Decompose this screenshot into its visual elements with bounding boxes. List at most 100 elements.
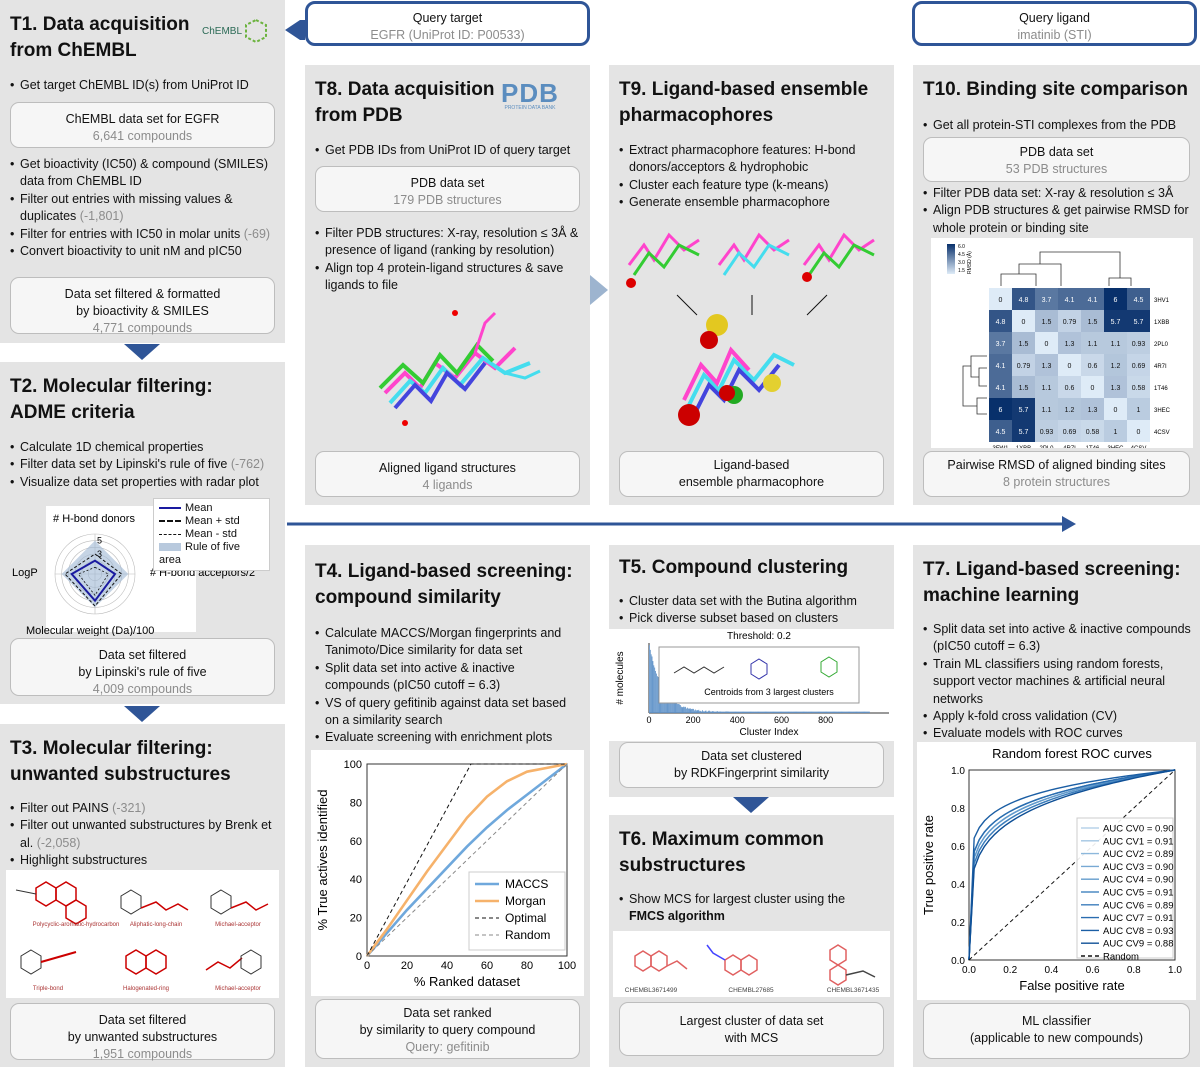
cluster-bar-564	[774, 712, 775, 713]
heat-val-2-5: 1.1	[1111, 341, 1121, 348]
t3-molecules-svg: Polycyclic-aromatic-hydrocarbon Aliphati…	[6, 870, 279, 998]
t2-bullet-1: Filter data set by Lipinski's rule of fi…	[10, 456, 277, 473]
t4-bullets: Calculate MACCS/Morgan fingerprints and …	[315, 625, 582, 747]
roc-legend-label-6: AUC CV6 = 0.89	[1103, 900, 1174, 911]
t3-filtered-box: Data set filtered by unwanted substructu…	[10, 1003, 275, 1060]
cluster-bar-144	[681, 707, 682, 713]
t7-title-line1: T7. Ligand-based screening:	[923, 557, 1181, 583]
cluster-bar-736	[812, 712, 813, 713]
chembl-logo: ChEMBL	[202, 18, 268, 44]
cluster-bar-356	[728, 711, 729, 713]
t6-box-line1: Largest cluster of data set	[620, 1013, 883, 1030]
heat-col-label-2: 2PL0	[1039, 446, 1054, 448]
cluster-bar-848	[836, 712, 837, 713]
heat-row-label-3: 4R7I	[1154, 364, 1167, 370]
t9-bullet-0: Extract pharmacophore features: H-bond d…	[619, 142, 886, 177]
t5-t6-arrow	[733, 797, 769, 813]
cluster-bar-320	[720, 711, 721, 713]
cluster-bar-696	[803, 712, 804, 713]
heat-val-3-0: 4.1	[996, 363, 1006, 370]
cluster-bar-576	[776, 712, 777, 713]
cluster-bar-428	[744, 712, 745, 713]
cluster-bar-680	[799, 712, 800, 713]
t6-mol-label-2: CHEMBL3671435	[827, 987, 880, 994]
cluster-bar-184	[690, 708, 691, 713]
t5-box-line2: by RDKFingerprint similarity	[620, 765, 883, 782]
cluster-bar-644	[791, 712, 792, 713]
cluster-bar-928	[854, 712, 855, 713]
enrichment-legend-label-1: Morgan	[505, 894, 546, 908]
t1-bullets-a: Get target ChEMBL ID(s) from UniProt ID	[10, 77, 277, 94]
cluster-bar-800	[826, 712, 827, 713]
cluster-bar-276	[710, 711, 711, 713]
cluster-bar-208	[695, 710, 696, 713]
cluster-bar-596	[781, 712, 782, 713]
cluster-bar-492	[758, 712, 759, 713]
heat-val-0-4: 4.1	[1088, 297, 1098, 304]
t4-bullet-1: Split data set into active & inactive co…	[315, 660, 582, 695]
cluster-bar-540	[768, 712, 769, 713]
roc-legend-label-2: AUC CV2 = 0.89	[1103, 849, 1174, 860]
cluster-bar-700	[804, 712, 805, 713]
cluster-bar-964	[862, 712, 863, 713]
cluster-bar-872	[842, 712, 843, 713]
heat-val-4-1: 1.5	[1019, 385, 1029, 392]
cluster-bar-628	[788, 712, 789, 713]
cluster-bar-520	[764, 712, 765, 713]
panel-t5: T5. Compound clustering Cluster data set…	[609, 545, 894, 797]
cluster-bar-436	[745, 712, 746, 713]
cluster-bar-768	[819, 712, 820, 713]
cluster-bar-888	[845, 712, 846, 713]
heat-val-5-5: 0	[1114, 407, 1118, 414]
cluster-bar-460	[751, 712, 752, 713]
cluster-bar-908	[849, 712, 850, 713]
enrichment-ytick-3: 60	[350, 836, 362, 848]
heat-row-label-4: 1T46	[1154, 386, 1168, 392]
t3-bullet-2: Highlight substructures	[10, 852, 277, 869]
cluster-bar-268	[708, 711, 709, 713]
roc-legend-label-7: AUC CV7 = 0.91	[1103, 913, 1174, 924]
heat-val-2-1: 1.5	[1019, 341, 1029, 348]
roc-legend-label-10: Random	[1103, 952, 1139, 963]
cluster-bar-688	[801, 712, 802, 713]
roc-legend-label-0: AUC CV0 = 0.90	[1103, 824, 1174, 835]
heat-val-4-6: 0.58	[1132, 385, 1146, 392]
t4-ranked-box: Data set ranked by similarity to query c…	[315, 999, 580, 1059]
t4-bullet-3: Evaluate screening with enrichment plots	[315, 729, 582, 746]
cluster-bar-764	[818, 712, 819, 713]
cluster-bar-484	[756, 712, 757, 713]
pharmacophore-image	[609, 215, 894, 450]
cluster-bar-8	[651, 654, 652, 713]
t2-title-line2: ADME criteria	[10, 400, 135, 426]
t1-box1-sub: 6,641 compounds	[11, 128, 274, 145]
roc-ytick-4: 0.8	[951, 804, 965, 815]
cluster-bar-120	[675, 703, 676, 713]
enrichment-ylabel: % True actives identified	[315, 790, 330, 931]
t6-molecules-svg: CHEMBL3671499 CHEMBL27685 CHEMBL3671435	[613, 931, 890, 997]
cluster-bar-280	[711, 712, 712, 713]
ligand-1	[626, 235, 699, 288]
mol-label-3: Triple-bond	[33, 986, 63, 992]
cluster-xlabel: Cluster Index	[740, 727, 799, 738]
cluster-bar-780	[821, 712, 822, 713]
heat-val-4-0: 4.1	[996, 385, 1006, 392]
cluster-bar-504	[760, 712, 761, 713]
cluster-bar-572	[775, 712, 776, 713]
t7-box-line1: ML classifier	[924, 1013, 1189, 1030]
cluster-bar-316	[719, 712, 720, 713]
roc-legend-label-5: AUC CV5 = 0.91	[1103, 888, 1174, 899]
heat-val-3-6: 0.69	[1132, 363, 1146, 370]
cluster-bar-624	[787, 712, 788, 713]
cluster-bar-632	[789, 712, 790, 713]
t8-box1-sub: 179 PDB structures	[316, 192, 579, 209]
panel-t8: T8. Data acquisition from PDB PDB PROTEI…	[305, 65, 590, 505]
t7-ml-box: ML classifier (applicable to new compoun…	[923, 1003, 1190, 1059]
cluster-bar-728	[810, 712, 811, 713]
cbar-tick-3: 1.5	[958, 268, 965, 274]
cluster-bar-668	[796, 712, 797, 713]
t2-bullet-1-count: (-762)	[231, 457, 264, 471]
t10-title: T10. Binding site comparison	[923, 77, 1188, 103]
cluster-bar-420	[742, 712, 743, 713]
cluster-bar-260	[706, 712, 707, 713]
cluster-bar-392	[736, 712, 737, 713]
